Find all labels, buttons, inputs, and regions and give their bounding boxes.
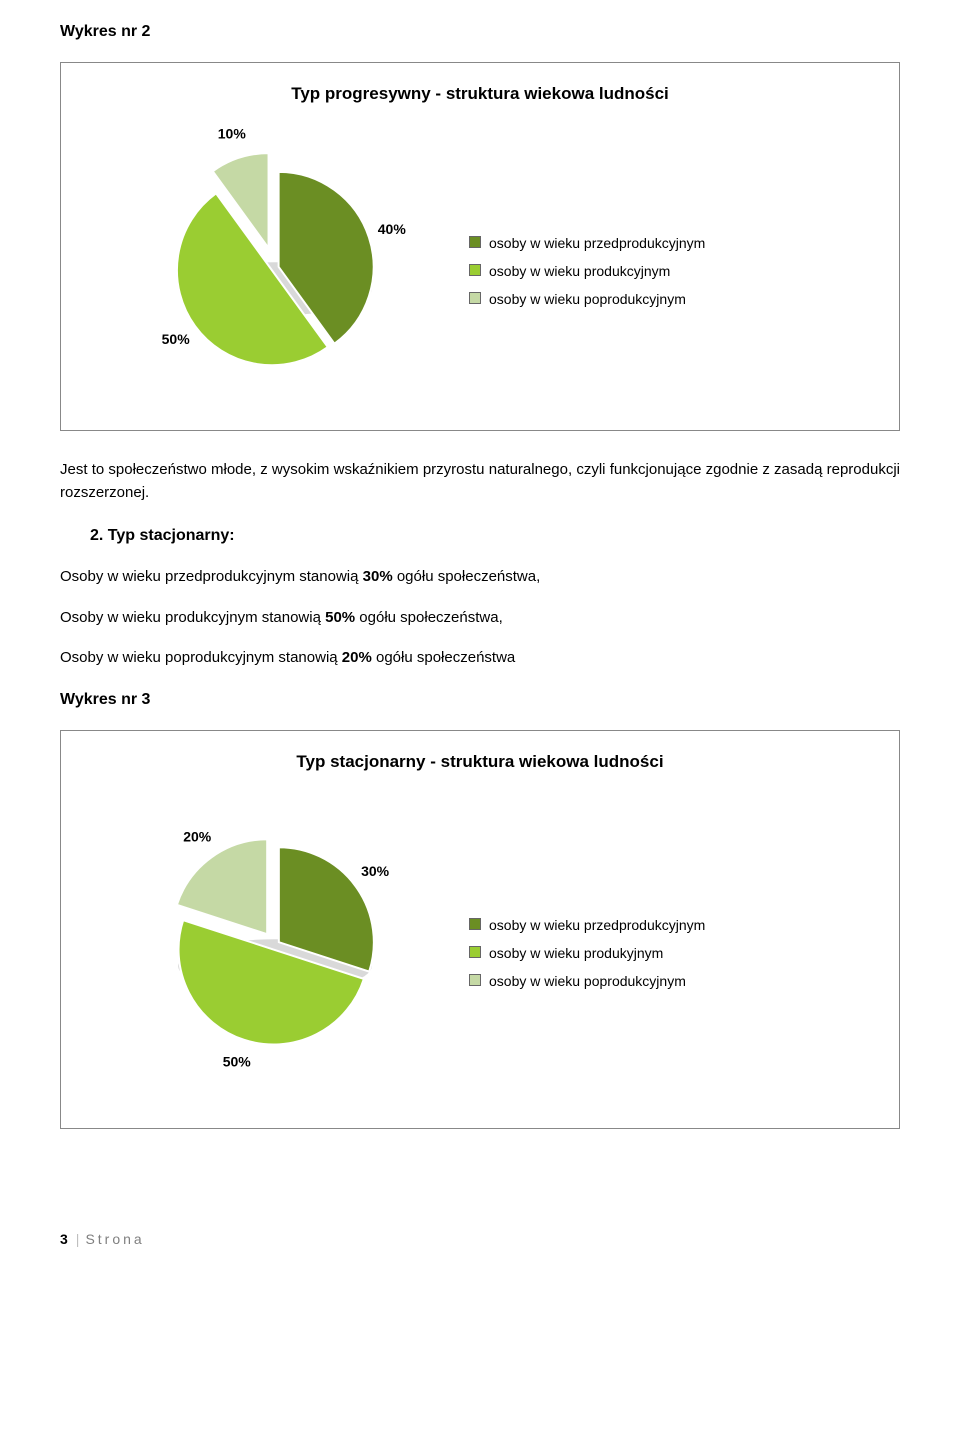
legend-swatch-icon (469, 974, 481, 986)
text: ogółu społeczeństwa (372, 649, 515, 666)
legend-item: osoby w wieku produkcyjnym (469, 261, 875, 282)
legend-item: osoby w wieku poprodukcyjnym (469, 971, 875, 992)
pct: 50% (325, 609, 355, 626)
chart2-legend: osoby w wieku przedprodukcyjnym osoby w w… (469, 908, 875, 999)
legend-label: osoby w wieku poprodukcyjnym (489, 289, 686, 310)
chart1-container: Typ progresywny - struktura wiekowa ludn… (60, 62, 900, 431)
pct: 30% (363, 568, 393, 585)
page-footer: 3 | Strona (60, 1229, 900, 1250)
legend-swatch-icon (469, 946, 481, 958)
body-line-1: Osoby w wieku przedprodukcyjnym stanowią… (60, 566, 900, 589)
svg-text:10%: 10% (218, 125, 247, 141)
chart2-pie: 30% 50% 20% (85, 780, 445, 1128)
chart1-legend: osoby w wieku przedprodukcyjnym osoby w w… (469, 226, 875, 317)
legend-label: osoby w wieku przedprodukcyjnym (489, 915, 705, 936)
legend-swatch-icon (469, 918, 481, 930)
body-line-2: Osoby w wieku produkcyjnym stanowią 50% … (60, 607, 900, 630)
legend-label: osoby w wieku produkyjnym (489, 943, 663, 964)
chart2-title: Typ stacjonarny - struktura wiekowa ludn… (85, 749, 875, 775)
legend-label: osoby w wieku poprodukcyjnym (489, 971, 686, 992)
heading-wykres-2: Wykres nr 2 (60, 20, 900, 44)
legend-swatch-icon (469, 264, 481, 276)
chart1-pie: 40% 50% 10% (85, 113, 445, 431)
legend-item: osoby w wieku przedprodukcyjnym (469, 233, 875, 254)
svg-text:30%: 30% (361, 863, 390, 879)
text: Osoby w wieku poprodukcyjnym stanowią (60, 649, 342, 666)
svg-text:50%: 50% (162, 330, 191, 346)
legend-item: osoby w wieku przedprodukcyjnym (469, 915, 875, 936)
legend-item: osoby w wieku poprodukcyjnym (469, 289, 875, 310)
svg-text:20%: 20% (183, 829, 212, 845)
heading-wykres-3: Wykres nr 3 (60, 688, 900, 712)
legend-swatch-icon (469, 292, 481, 304)
legend-item: osoby w wieku produkyjnym (469, 943, 875, 964)
legend-swatch-icon (469, 236, 481, 248)
footer-divider: | (76, 1229, 80, 1250)
pct: 20% (342, 649, 372, 666)
chart1-title: Typ progresywny - struktura wiekowa ludn… (85, 81, 875, 107)
text: ogółu społeczeństwa, (393, 568, 541, 585)
chart2-container: Typ stacjonarny - struktura wiekowa ludn… (60, 730, 900, 1129)
legend-label: osoby w wieku produkcyjnym (489, 261, 670, 282)
svg-text:40%: 40% (378, 220, 407, 236)
subheading-typ-stacjonarny: 2. Typ stacjonarny: (60, 524, 900, 548)
footer-label: Strona (85, 1229, 144, 1250)
legend-label: osoby w wieku przedprodukcyjnym (489, 233, 705, 254)
text: ogółu społeczeństwa, (355, 609, 503, 626)
paragraph-1: Jest to społeczeństwo młode, z wysokim w… (60, 459, 900, 504)
page-number: 3 (60, 1229, 68, 1250)
text: Osoby w wieku przedprodukcyjnym stanowią (60, 568, 363, 585)
svg-text:50%: 50% (223, 1053, 252, 1069)
text: Osoby w wieku produkcyjnym stanowią (60, 609, 325, 626)
body-line-3: Osoby w wieku poprodukcyjnym stanowią 20… (60, 647, 900, 670)
